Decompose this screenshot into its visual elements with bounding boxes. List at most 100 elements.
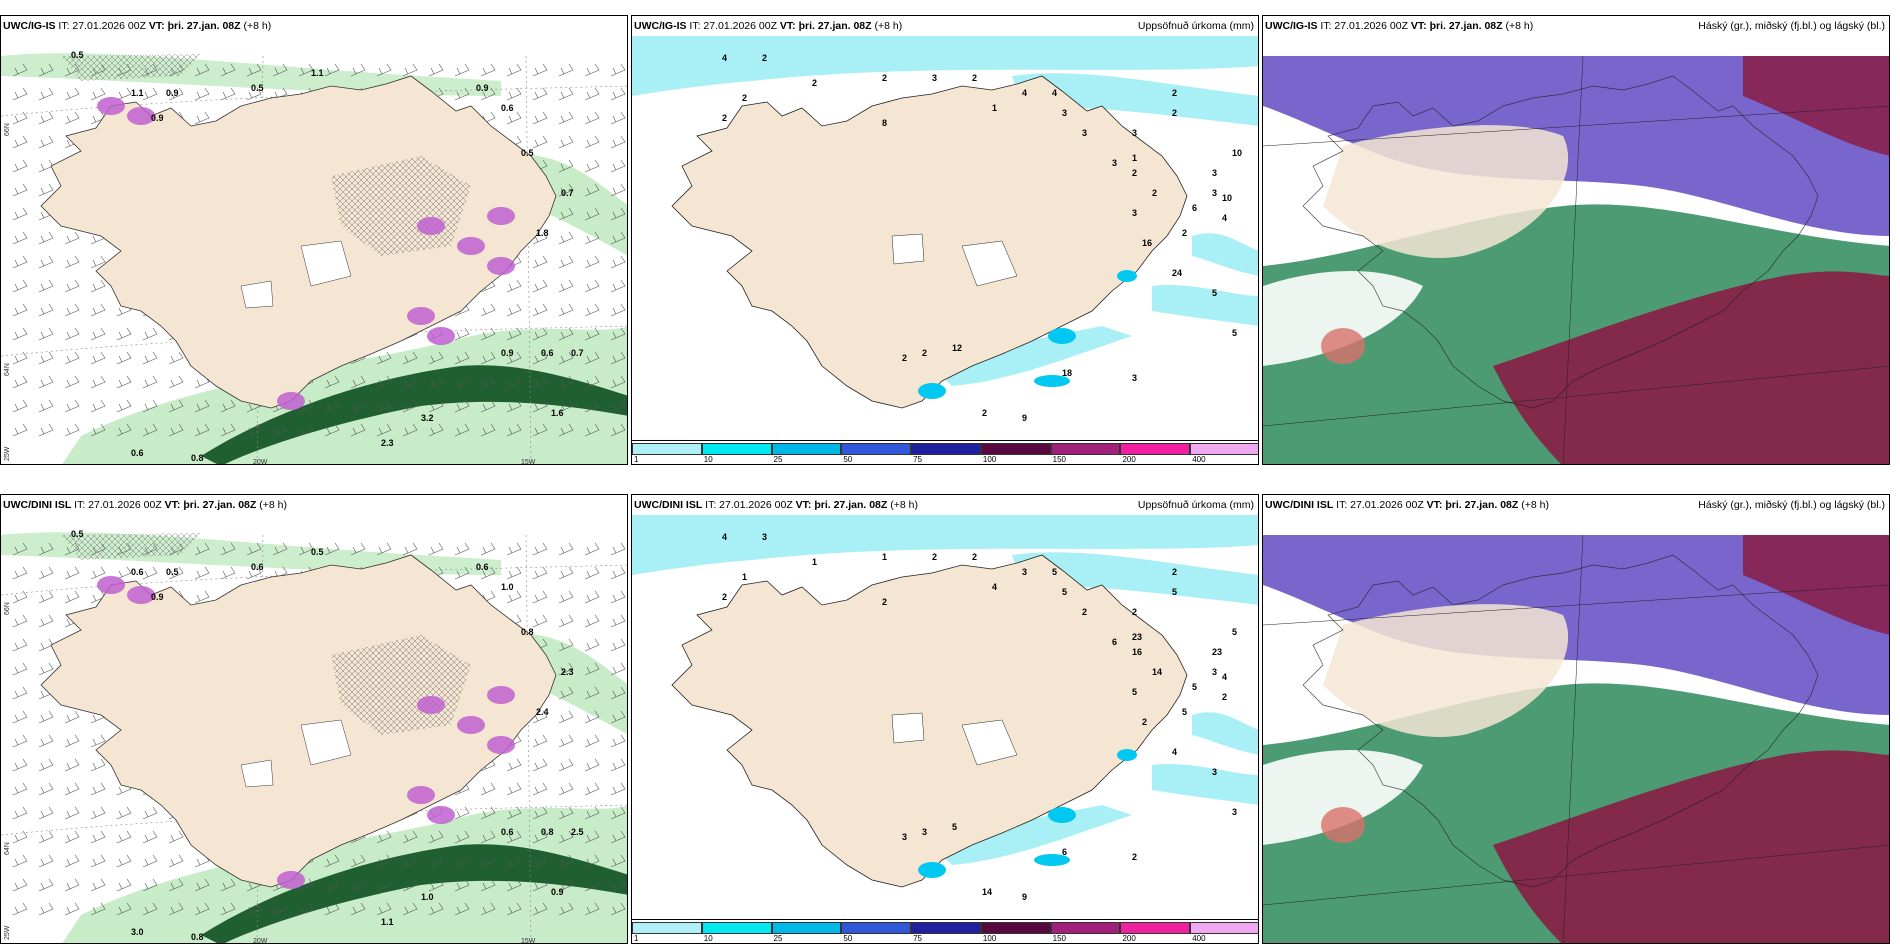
wind-barb (38, 542, 54, 556)
wind-barb (38, 279, 54, 293)
wind-barb (350, 854, 366, 868)
wind-barb (532, 399, 548, 413)
colorbar-swatch (1120, 922, 1191, 934)
valid-time: þri. 27.jan. 08Z (1445, 499, 1519, 511)
wind-barb (12, 902, 28, 916)
wind-barb (12, 758, 28, 772)
wind-barb (220, 423, 236, 437)
wind-barb (428, 854, 444, 868)
wind-barb (506, 279, 522, 293)
issue-time: IT: 27.01.2026 00Z (689, 20, 777, 32)
wind-barb (428, 878, 444, 892)
wind-barb (168, 830, 184, 844)
issue-time: IT: 27.01.2026 00Z (74, 499, 162, 511)
lead-time: (+8 h) (874, 20, 903, 32)
wind-barb (610, 111, 626, 125)
wind-barb (12, 399, 28, 413)
graticule-line (1562, 55, 1584, 464)
colorbar-label: 10 (703, 455, 713, 464)
iceland-land (671, 554, 1188, 888)
wind-barb (584, 542, 600, 556)
low-cloud-area (1743, 535, 1889, 635)
wind-barb (532, 854, 548, 868)
precip-value: 5 (1132, 687, 1137, 697)
wind-barb (38, 327, 54, 341)
panel-title: Háský (gr.), miðský (fj.bl.) og lágský (… (1698, 20, 1885, 32)
magenta-cell (127, 586, 155, 604)
value-label: 0.7 (561, 188, 574, 198)
value-label: 0.5 (311, 547, 324, 557)
wind-barb (220, 542, 236, 556)
wind-barb (402, 902, 418, 916)
wind-barb (12, 375, 28, 389)
wind-barb (38, 614, 54, 628)
colorbar-swatch (911, 922, 981, 934)
wind-barb (142, 351, 158, 365)
wind-barb (428, 351, 444, 365)
wind-barb (38, 135, 54, 149)
precip-value: 2 (982, 408, 987, 418)
wind-barb (454, 351, 470, 365)
wind-barb (610, 87, 626, 101)
precip-map: 4 3 1 1 2 1 2 2 4 3 5 5 2 2 2 5 6 16 23 3 2 5 5 14 23 5 5 4 2 4 3 3 2 14 9… (632, 515, 1258, 921)
wind-barb (12, 686, 28, 700)
wind-barb (584, 782, 600, 796)
wind-barb (376, 902, 392, 916)
colorbar-swatch (701, 443, 772, 455)
precip-value: 3 (1132, 208, 1137, 218)
value-label: 1.0 (421, 892, 434, 902)
wind-barb (610, 399, 626, 413)
wind-barb (532, 758, 548, 772)
wind-barb (90, 423, 106, 437)
cloud-map (1263, 36, 1889, 464)
wind-barb (12, 878, 28, 892)
wind-barb (194, 423, 210, 437)
wind-barb (38, 351, 54, 365)
wind-barb (168, 375, 184, 389)
value-label: 0.8 (191, 932, 204, 942)
colorbar-label: 1 (634, 934, 639, 943)
colorbar-label: 400 (1192, 455, 1206, 464)
wind-barb (116, 878, 132, 892)
wind-barb (38, 255, 54, 269)
precip-map: 4 2 2 2 2 2 3 2 1 4 4 3 3 3 2 2 3 2 3 3 4 2 6 2 1 3 10 10 16 24 5 5 3 2 9 1… (632, 36, 1258, 442)
wind-barb (12, 423, 28, 437)
wind-barb (272, 542, 288, 556)
wind-barb (194, 542, 210, 556)
iceland-land (1323, 125, 1569, 258)
wind-barb (324, 542, 340, 556)
wind-barb (350, 63, 366, 77)
precip-value: 4 (1222, 213, 1227, 223)
wind-barb (558, 902, 574, 916)
wind-barb (558, 662, 574, 676)
value-label: 1.8 (536, 228, 549, 238)
precip-band (1012, 73, 1258, 126)
lat-label: 64N (4, 842, 11, 855)
wind-barb (610, 830, 626, 844)
precip-value: 3 (1062, 108, 1067, 118)
wind-barb (142, 878, 158, 892)
lat-label: 64N (4, 363, 11, 376)
wind-barb (584, 375, 600, 389)
colorbar-swatch (841, 443, 912, 455)
wind-barb (480, 87, 496, 101)
wind-barb (324, 399, 340, 413)
wind-barb (90, 566, 106, 580)
value-label: 1.1 (311, 68, 324, 78)
wind-barb (610, 63, 626, 77)
wind-barb (220, 902, 236, 916)
value-label: 3.2 (421, 413, 434, 423)
wind-barb (376, 542, 392, 556)
value-label: 0.6 (251, 562, 264, 572)
precip-spot (1048, 328, 1076, 344)
south-band-dark (201, 844, 627, 943)
precip-value: 2 (882, 597, 887, 607)
wind-barb (454, 878, 470, 892)
wind-barb (12, 279, 28, 293)
wind-barb (12, 734, 28, 748)
precip-value: 3 (932, 73, 937, 83)
wind-barb (584, 806, 600, 820)
wind-barb (584, 207, 600, 221)
wind-barb (90, 878, 106, 892)
wind-barb (558, 135, 574, 149)
